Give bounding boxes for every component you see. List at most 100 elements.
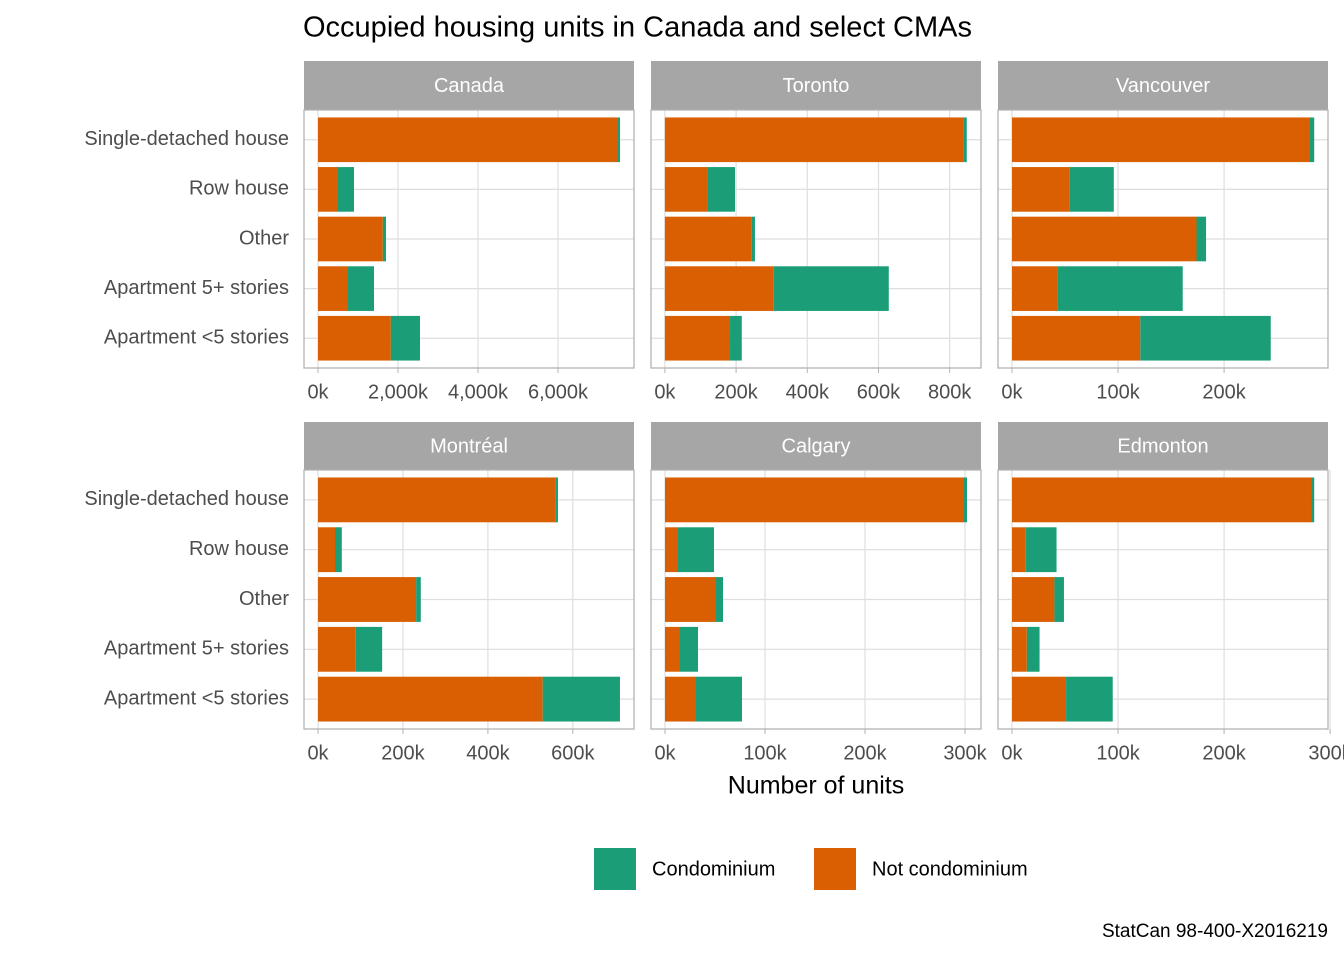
strip [304,61,634,110]
x-tick-label: 300k [943,742,987,764]
panel-border [303,469,635,730]
x-tick-label: 200k [1202,742,1246,764]
bar [338,167,354,212]
bar [1309,117,1315,163]
x-tick-label: 100k [743,742,787,764]
legend-swatch [594,848,636,890]
x-tick-label: 0k [1001,381,1023,403]
bar [730,315,742,361]
strip-label: Montréal [430,435,508,457]
x-tick-label: 0k [307,381,329,403]
bar [751,216,755,262]
bar [1011,315,1141,361]
x-tick-label: 400k [466,742,510,764]
bar [318,216,383,262]
legend-label: Not condominium [872,858,1028,880]
caption: StatCan 98-400-X2016219 [1102,921,1328,942]
bar [318,626,356,672]
panel-border [997,109,1329,369]
y-tick-label: Single-detached house [84,488,289,510]
bar [1011,117,1310,163]
bar [1025,527,1057,573]
bar [390,315,420,361]
y-tick-label: Apartment 5+ stories [104,638,289,660]
bar [542,676,620,722]
bar [696,676,742,722]
bar [664,167,708,212]
y-tick-label: Other [239,588,289,610]
bar [964,477,967,523]
x-tick-label: 100k [1096,742,1140,764]
strip [998,61,1328,110]
x-tick-label: 200k [714,381,758,403]
bar [1011,676,1067,722]
bar [665,577,716,622]
x-tick-label: 600k [551,742,595,764]
strip-label: Toronto [783,75,850,97]
bar [665,477,964,523]
x-tick-label: 600k [857,381,901,403]
strip [304,422,634,470]
bar [348,266,374,311]
bar [318,117,618,163]
bar [318,315,391,361]
x-tick-label: 100k [1096,381,1140,403]
bar [416,577,421,622]
y-tick-label: Apartment 5+ stories [104,277,289,299]
bar [1011,477,1312,523]
bar [773,266,889,311]
x-tick-label: 6,000k [528,381,589,403]
x-tick-label: 400k [786,381,830,403]
strip-label: Edmonton [1117,435,1208,457]
x-tick-label: 800k [928,381,972,403]
y-tick-label: Apartment <5 stories [104,687,289,709]
bar [382,216,386,262]
y-tick-label: Single-detached house [84,128,289,150]
bar [664,216,752,262]
bar [1196,216,1207,262]
y-tick-label: Apartment <5 stories [104,327,289,349]
bar [664,117,964,163]
strip [998,422,1328,470]
bar [1011,167,1070,212]
bar [680,626,698,672]
bar [963,117,967,163]
y-tick-label: Row house [189,538,289,560]
x-tick-label: 300k [1308,742,1344,764]
bar [664,315,731,361]
bar [318,266,348,311]
bar [1054,577,1064,622]
bar [1057,266,1183,311]
bar [318,676,543,722]
bar [1311,477,1315,523]
bar [1011,577,1055,622]
panel-border [997,469,1329,730]
bar [335,527,342,573]
chart-title: Occupied housing units in Canada and sel… [303,12,972,44]
strip [651,422,981,470]
strip [651,61,981,110]
panel-border [650,109,982,369]
legend-label: Condominium [652,858,775,880]
bar [555,477,558,523]
bar [1011,266,1058,311]
strip-label: Canada [434,75,505,97]
bar [318,477,556,523]
x-tick-label: 200k [843,742,887,764]
bar [318,527,336,573]
x-tick-label: 200k [381,742,425,764]
bar [355,626,383,672]
bar [678,527,714,573]
x-tick-label: 0k [654,742,676,764]
x-tick-label: 0k [1001,742,1023,764]
legend-swatch [814,848,856,890]
x-tick-label: 200k [1202,381,1246,403]
x-tick-label: 0k [654,381,676,403]
y-tick-label: Row house [189,178,289,200]
strip-label: Calgary [782,435,851,457]
bar [1069,167,1114,212]
bar [664,266,774,311]
x-tick-label: 4,000k [448,381,509,403]
bar [665,626,680,672]
